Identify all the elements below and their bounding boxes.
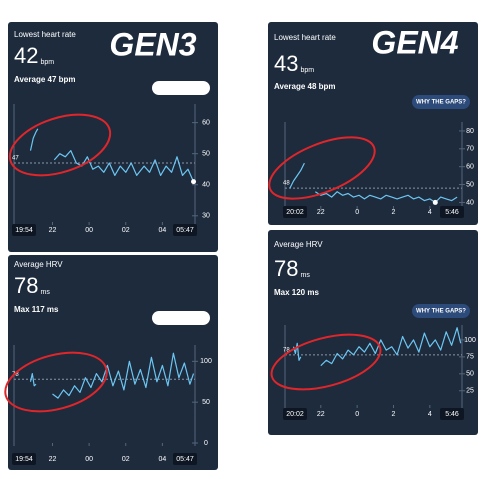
metric-unit: bpm bbox=[40, 59, 54, 66]
y-tick-label: 100 bbox=[200, 358, 212, 365]
x-tick-label: 20:02 bbox=[286, 411, 304, 418]
y-tick-label: 80 bbox=[466, 128, 474, 135]
summary: Average 48 bpm bbox=[274, 82, 336, 91]
x-tick-label: 5:46 bbox=[445, 209, 459, 216]
y-tick-label: 50 bbox=[202, 151, 210, 158]
x-tick-label: 5:46 bbox=[445, 411, 459, 418]
card-title: Average HRV bbox=[14, 260, 63, 269]
x-tick-label: 22 bbox=[49, 227, 57, 234]
button[interactable] bbox=[412, 304, 470, 318]
y-tick-label: 50 bbox=[202, 399, 210, 406]
y-tick-label: 50 bbox=[466, 181, 474, 188]
y-tick-label: 50 bbox=[466, 371, 474, 378]
card-title: Lowest heart rate bbox=[14, 30, 76, 39]
button[interactable] bbox=[412, 95, 470, 109]
summary: Max 117 ms bbox=[14, 305, 59, 314]
x-tick-label: 05:47 bbox=[176, 456, 194, 463]
average-label: 78 bbox=[283, 347, 290, 353]
y-tick-label: 0 bbox=[204, 440, 208, 447]
card-title: Lowest heart rate bbox=[274, 33, 336, 42]
x-tick-label: 0 bbox=[355, 209, 359, 216]
y-tick-label: 40 bbox=[466, 199, 474, 206]
average-label: 48 bbox=[283, 181, 290, 187]
y-tick-label: 60 bbox=[202, 119, 210, 126]
x-tick-label: 4 bbox=[428, 411, 432, 418]
x-label-box bbox=[283, 206, 307, 218]
x-tick-label: 04 bbox=[158, 227, 166, 234]
card bbox=[8, 255, 218, 470]
x-tick-label: 00 bbox=[85, 456, 93, 463]
button-label[interactable]: WHY THE GAPS? bbox=[416, 100, 466, 106]
card bbox=[8, 22, 218, 252]
y-tick-label: 30 bbox=[202, 213, 210, 220]
summary: Max 120 ms bbox=[274, 288, 319, 297]
button[interactable] bbox=[152, 311, 210, 325]
x-tick-label: 2 bbox=[392, 209, 396, 216]
metric-unit: ms bbox=[40, 289, 50, 296]
x-tick-label: 22 bbox=[317, 209, 325, 216]
metric-unit: bpm bbox=[300, 67, 314, 74]
min-dot bbox=[191, 179, 197, 185]
min-dot bbox=[432, 199, 438, 205]
average-label: 47 bbox=[12, 156, 19, 162]
x-tick-label: 22 bbox=[317, 411, 325, 418]
x-tick-label: 0 bbox=[355, 411, 359, 418]
y-tick-label: 75 bbox=[466, 354, 474, 361]
x-tick-label: 19:54 bbox=[15, 227, 33, 234]
metric-value: 42 bbox=[14, 43, 38, 68]
y-tick-label: 70 bbox=[466, 146, 474, 153]
card-title: Average HRV bbox=[274, 240, 323, 249]
metric-value: 43 bbox=[274, 51, 298, 76]
x-label-box bbox=[440, 206, 464, 218]
x-label-box bbox=[12, 453, 36, 465]
generation-label: GEN3 bbox=[109, 26, 196, 62]
metric-unit: ms bbox=[300, 272, 310, 279]
metric-value: 78 bbox=[274, 256, 298, 281]
y-tick-label: 60 bbox=[466, 164, 474, 171]
metric-value: 78 bbox=[14, 273, 38, 298]
x-tick-label: 22 bbox=[49, 456, 57, 463]
y-tick-label: 25 bbox=[466, 388, 474, 395]
x-tick-label: 00 bbox=[85, 227, 93, 234]
x-tick-label: 20:02 bbox=[286, 209, 304, 216]
x-label-box bbox=[440, 408, 464, 420]
button-label[interactable]: WHY THE GAPS? bbox=[156, 316, 206, 322]
x-tick-label: 4 bbox=[428, 209, 432, 216]
x-tick-label: 05:47 bbox=[176, 227, 194, 234]
x-tick-label: 02 bbox=[122, 227, 130, 234]
average-label: 78 bbox=[12, 372, 19, 378]
x-tick-label: 04 bbox=[158, 456, 166, 463]
y-tick-label: 40 bbox=[202, 182, 210, 189]
y-tick-label: 100 bbox=[464, 337, 476, 344]
button-label[interactable]: WHY THE GAPS? bbox=[416, 309, 466, 315]
x-tick-label: 2 bbox=[392, 411, 396, 418]
x-label-box bbox=[283, 408, 307, 420]
x-tick-label: 19:54 bbox=[15, 456, 33, 463]
x-label-box bbox=[173, 453, 197, 465]
button-label[interactable]: WHY THE GAPS? bbox=[156, 86, 206, 92]
summary: Average 47 bpm bbox=[14, 75, 76, 84]
generation-label: GEN4 bbox=[371, 24, 458, 60]
x-label-box bbox=[12, 224, 36, 236]
x-label-box bbox=[173, 224, 197, 236]
button[interactable] bbox=[152, 81, 210, 95]
x-tick-label: 02 bbox=[122, 456, 130, 463]
